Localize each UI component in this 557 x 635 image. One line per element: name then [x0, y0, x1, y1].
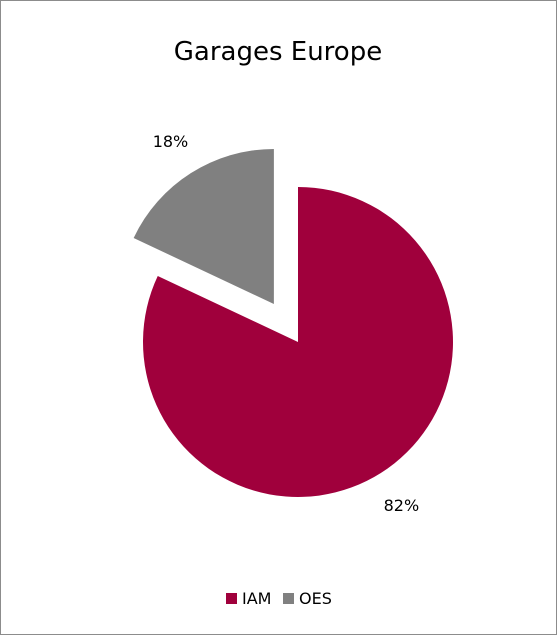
pie-slice-oes: [133, 149, 274, 305]
chart-legend: IAM OES: [226, 589, 332, 608]
chart-title: Garages Europe: [174, 37, 382, 67]
legend-label-iam: IAM: [242, 589, 271, 608]
data-label-iam: 82%: [384, 496, 420, 515]
legend-label-oes: OES: [299, 589, 332, 608]
legend-swatch-oes: [283, 593, 294, 604]
legend-swatch-iam: [226, 593, 237, 604]
data-label-oes: 18%: [153, 132, 189, 151]
data-labels: 82% 18%: [153, 132, 420, 515]
pie-slices: [133, 149, 454, 498]
pie-slice-iam: [143, 187, 454, 498]
